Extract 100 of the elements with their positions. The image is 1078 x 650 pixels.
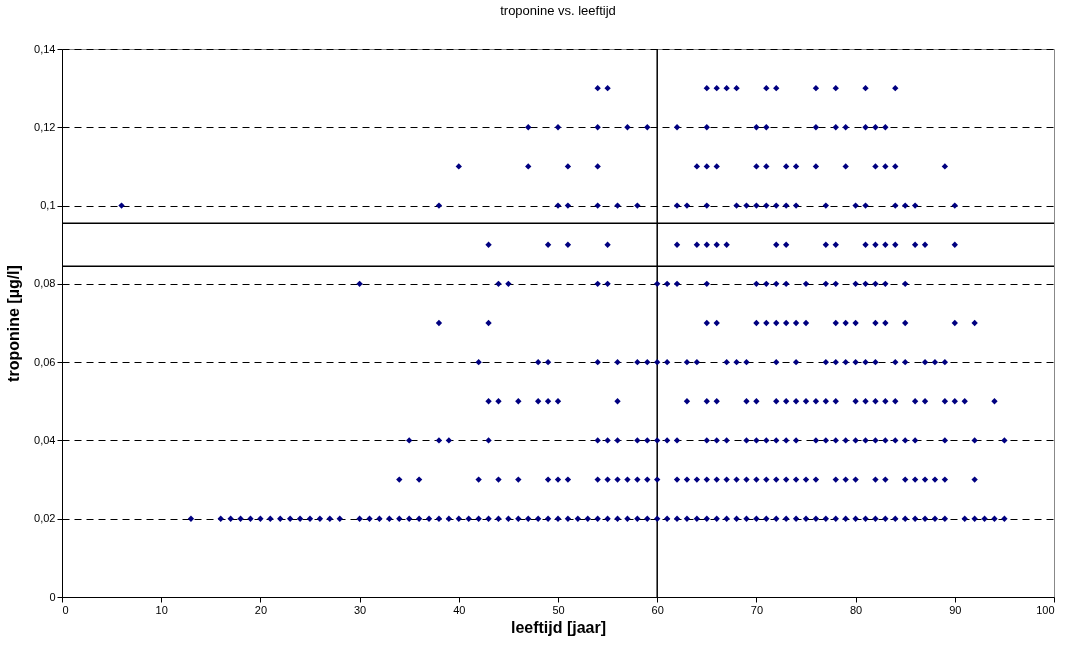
point (773, 319, 780, 327)
point (892, 358, 899, 366)
point (505, 280, 512, 288)
point (445, 437, 453, 444)
point (564, 163, 572, 170)
point (763, 319, 770, 327)
point (723, 476, 730, 483)
point (892, 163, 899, 170)
point (822, 202, 829, 209)
point (872, 437, 879, 444)
point (743, 398, 750, 405)
point (902, 202, 909, 209)
point (356, 280, 363, 288)
x-axis-title: leeftijd [jaar] (510, 618, 607, 636)
point (703, 398, 710, 405)
point (773, 398, 780, 405)
point (594, 124, 601, 131)
point (902, 437, 909, 444)
point (713, 476, 720, 483)
y-tick-label: 0 (49, 590, 56, 603)
point (882, 241, 889, 248)
point (743, 476, 750, 483)
point (842, 163, 849, 170)
point (396, 476, 403, 483)
point (892, 84, 899, 92)
point (941, 358, 949, 366)
point (515, 476, 522, 483)
point (783, 398, 790, 405)
point (594, 358, 601, 366)
point (535, 398, 542, 405)
y-tick-label: 0,14 (34, 42, 56, 55)
point (911, 202, 919, 209)
point (872, 398, 879, 405)
point (951, 398, 958, 405)
point (783, 319, 790, 327)
point (892, 398, 899, 405)
point (941, 163, 949, 170)
point (713, 163, 720, 170)
y-tick-label: 0,08 (34, 277, 56, 290)
point (703, 319, 710, 327)
point (872, 319, 879, 327)
point (604, 280, 611, 288)
point (842, 358, 849, 366)
point (951, 319, 958, 327)
point (872, 163, 879, 170)
point (763, 476, 770, 483)
y-tick-label: 0,04 (34, 433, 56, 446)
point (435, 202, 443, 209)
point (941, 437, 949, 444)
point (892, 437, 899, 444)
point (723, 241, 730, 248)
point (485, 398, 492, 405)
point (783, 476, 790, 483)
point (753, 476, 760, 483)
point (862, 202, 869, 209)
point (852, 476, 859, 483)
point (822, 437, 829, 444)
point (792, 398, 800, 405)
x-tick-label: 60 (651, 603, 664, 616)
point (951, 241, 958, 248)
point (624, 124, 631, 131)
point (485, 319, 492, 327)
point (842, 476, 849, 483)
y-tick-label: 0,12 (34, 120, 56, 133)
point (911, 398, 919, 405)
point (862, 280, 869, 288)
point (554, 398, 562, 405)
point (673, 280, 681, 288)
point (763, 163, 770, 170)
point (743, 437, 750, 444)
point (544, 358, 552, 366)
point (763, 124, 770, 131)
point (703, 476, 710, 483)
point (892, 241, 899, 248)
point (931, 476, 939, 483)
point (455, 163, 462, 170)
point (852, 398, 859, 405)
point (832, 280, 839, 288)
point (931, 358, 939, 366)
point (842, 437, 849, 444)
point (703, 202, 710, 209)
point (852, 319, 859, 327)
point (485, 241, 492, 248)
point (604, 84, 611, 92)
point (773, 280, 780, 288)
point (812, 163, 820, 170)
point (535, 358, 542, 366)
point (832, 398, 839, 405)
point (783, 163, 790, 170)
point (773, 84, 780, 92)
x-tick-label: 40 (453, 603, 466, 616)
point (753, 398, 760, 405)
point (812, 398, 820, 405)
point (654, 280, 661, 288)
point (792, 358, 800, 366)
point (554, 476, 562, 483)
point (475, 476, 482, 483)
point (773, 241, 780, 248)
point (654, 476, 661, 483)
point (1001, 437, 1008, 444)
